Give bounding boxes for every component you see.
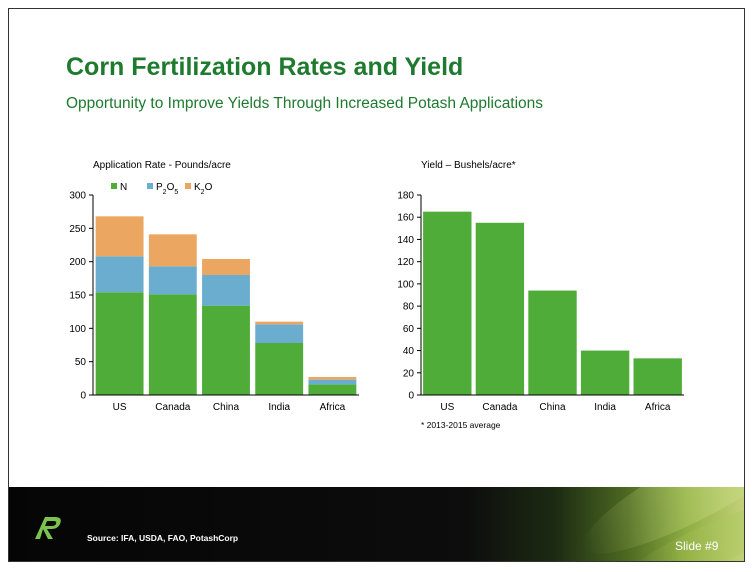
yield-chart-title: Yield – Bushels/acre* [421, 160, 516, 171]
application-rate-chart-title: Application Rate - Pounds/acre [93, 160, 231, 171]
y-tick-label: 40 [403, 346, 415, 357]
y-tick-label: 140 [397, 235, 414, 246]
legend-swatch-n [111, 183, 117, 189]
x-tick-label-us: US [113, 402, 127, 413]
x-tick-label-africa: Africa [320, 402, 346, 413]
y-tick-label: 80 [403, 302, 415, 313]
bar-p2o5-canada [148, 266, 197, 295]
bar-p2o5-india [255, 324, 304, 343]
y-tick-label: 150 [69, 291, 86, 302]
page-subtitle: Opportunity to Improve Yields Through In… [66, 95, 544, 112]
bar-k2o-china [202, 259, 250, 275]
y-tick-label: 50 [75, 357, 87, 368]
y-tick-label: 20 [403, 368, 415, 379]
bar-n-us [95, 292, 144, 395]
legend-swatch-k2o [185, 183, 191, 189]
source-note: Source: IFA, USDA, FAO, PotashCorp [87, 533, 239, 543]
application-rate-chart: Application Rate - Pounds/acre 0 50 100 150… [69, 160, 359, 413]
bar-p2o5-us [95, 256, 144, 293]
bar-yield-canada [475, 222, 525, 395]
y-tick-label: 160 [397, 213, 414, 224]
slide-number: Slide #9 [675, 539, 719, 553]
bar-p2o5-china [202, 275, 250, 306]
potashcorp-logo-icon [35, 517, 61, 539]
x-tick-label-india: India [268, 402, 290, 413]
y-tick-label: 100 [397, 279, 414, 290]
y-tick-label: 120 [397, 257, 414, 268]
y-tick-label: 60 [403, 324, 415, 335]
y-tick-label: 0 [408, 391, 414, 402]
x-tick-label-africa: Africa [645, 402, 671, 413]
x-tick-label-china: China [539, 402, 566, 413]
y-tick-label: 300 [69, 191, 86, 202]
legend-label-p2o5: P2O5 [156, 182, 178, 196]
bar-n-india [255, 343, 304, 395]
legend-swatch-p2o5 [147, 183, 153, 189]
bar-k2o-canada [148, 234, 197, 267]
x-tick-label-canada: Canada [482, 402, 517, 413]
bar-k2o-us [95, 216, 144, 257]
bar-yield-africa [633, 358, 682, 395]
bar-n-africa [308, 384, 357, 395]
x-tick-label-china: China [213, 402, 240, 413]
x-tick-label-canada: Canada [155, 402, 190, 413]
bar-p2o5-africa [308, 379, 357, 385]
x-tick-label-us: US [440, 402, 454, 413]
page-title: Corn Fertilization Rates and Yield [66, 53, 464, 81]
x-tick-label-india: India [594, 402, 616, 413]
legend-label-n: N [120, 182, 127, 193]
y-tick-label: 180 [397, 191, 414, 202]
yield-chart-footnote: * 2013-2015 average [421, 420, 501, 430]
bar-yield-us [423, 211, 472, 395]
footer-bar: Source: IFA, USDA, FAO, PotashCorp Slide… [9, 487, 744, 561]
legend-label-k2o: K2O [194, 182, 213, 196]
slide: Corn Fertilization Rates and Yield Oppor… [8, 8, 745, 562]
y-tick-label: 0 [80, 391, 86, 402]
yield-chart: Yield – Bushels/acre* * 2013-2015 averag… [397, 160, 684, 430]
y-tick-label: 250 [69, 224, 86, 235]
bar-n-china [202, 305, 250, 395]
bar-yield-india [580, 350, 630, 395]
bar-n-canada [148, 294, 197, 395]
y-tick-label: 100 [69, 324, 86, 335]
y-tick-label: 200 [69, 257, 86, 268]
bar-k2o-africa [308, 377, 357, 380]
bar-yield-china [528, 290, 577, 395]
bar-k2o-india [255, 321, 304, 325]
